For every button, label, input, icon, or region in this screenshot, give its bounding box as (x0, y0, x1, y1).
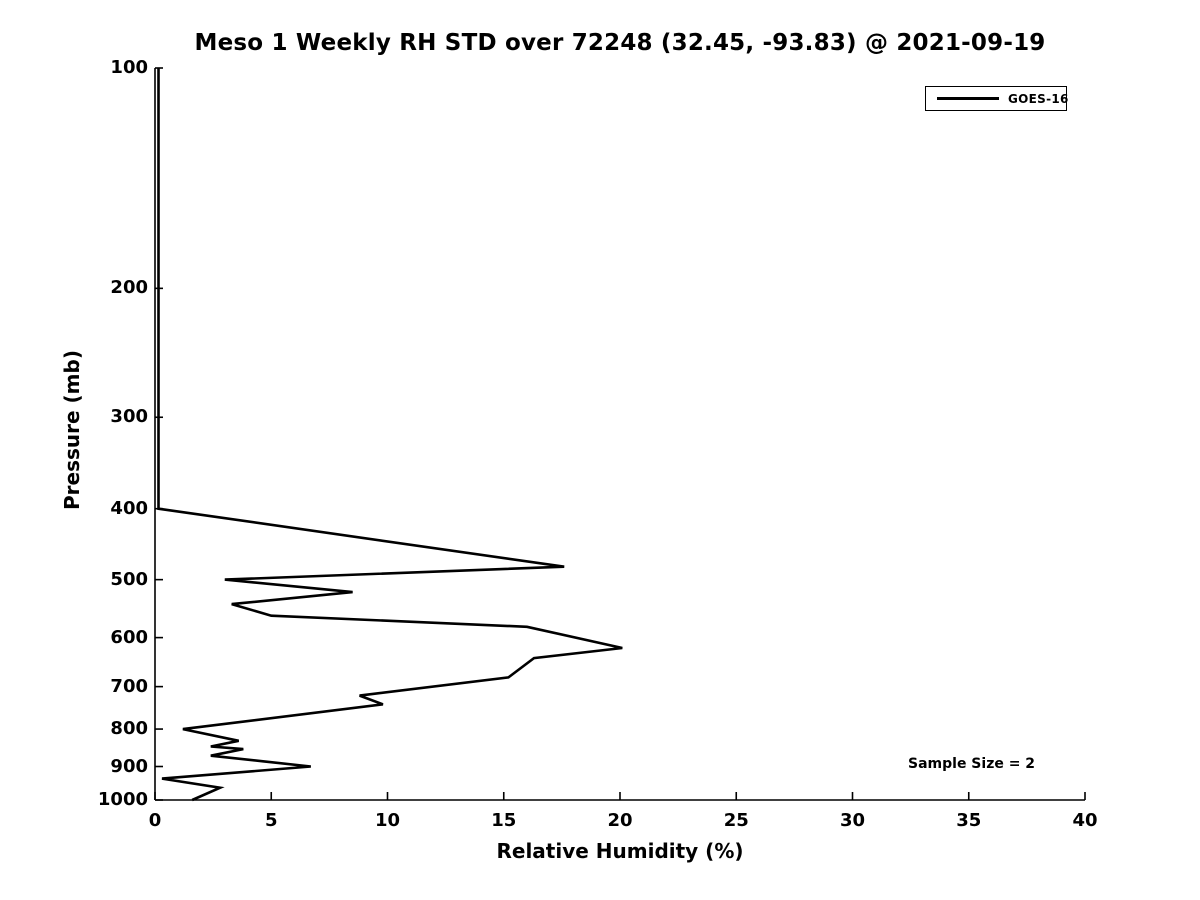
legend-entry-label: GOES-16 (1008, 91, 1069, 106)
y-axis-label: Pressure (mb) (60, 350, 84, 510)
legend: GOES-16 (925, 86, 1069, 111)
legend-line-sample-icon (937, 97, 999, 100)
sample-size-annotation: Sample Size = 2 (908, 756, 1036, 772)
x-axis-label: Relative Humidity (%) (496, 839, 744, 863)
chart-title: Meso 1 Weekly RH STD over 72248 (32.45, … (194, 30, 1046, 56)
series-line-goes-16 (157, 68, 623, 802)
